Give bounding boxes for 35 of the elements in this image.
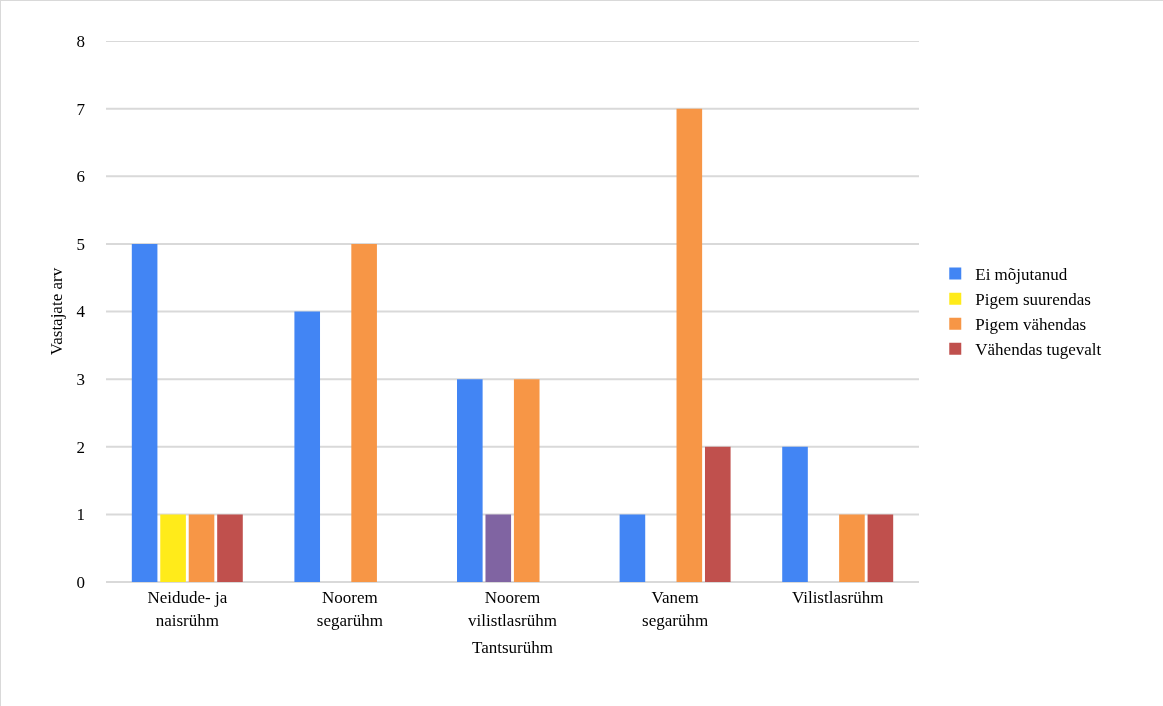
y-tick-label: 7 [76, 99, 86, 119]
y-tick-label: 1 [76, 505, 85, 525]
legend-label: Pigem vähendas [975, 315, 1087, 335]
bar [704, 446, 731, 582]
y-tick-label: 0 [76, 572, 85, 592]
x-axis-title: Tantsurühm [472, 637, 553, 657]
bar [217, 514, 243, 582]
bar [513, 379, 540, 582]
y-axis-title: Vastajate arv [47, 267, 66, 356]
bar [188, 514, 215, 582]
bar [457, 379, 483, 582]
y-tick-label: 8 [76, 31, 85, 51]
bar [131, 243, 158, 582]
bar [782, 446, 808, 582]
y-tick-label: 3 [76, 370, 85, 390]
y-tick-label: 6 [76, 167, 85, 187]
y-tick-label: 5 [76, 234, 85, 254]
bar [485, 514, 512, 582]
bar [867, 514, 894, 582]
bar [619, 514, 646, 582]
bar [294, 311, 321, 582]
x-tick-label: Neidude- ja naisrühm [147, 588, 228, 630]
y-tick-label: 2 [76, 437, 85, 457]
legend-label: Vähendas tugevalt [975, 340, 1102, 360]
bar [351, 243, 377, 582]
y-tick-label: 4 [76, 302, 86, 322]
x-tick-label: Noorem segarühm [316, 588, 383, 630]
x-tick-label: Vilistlasrühm [791, 588, 884, 608]
x-tick-label: Vanem segarühm [642, 588, 709, 630]
legend-label: Ei mõjutanud [975, 265, 1068, 285]
bar [839, 514, 865, 582]
legend-label: Pigem suurendas [975, 290, 1091, 310]
x-tick-label: Noorem vilistlasrühm [468, 588, 557, 630]
bar [676, 108, 703, 582]
bar [160, 514, 186, 582]
